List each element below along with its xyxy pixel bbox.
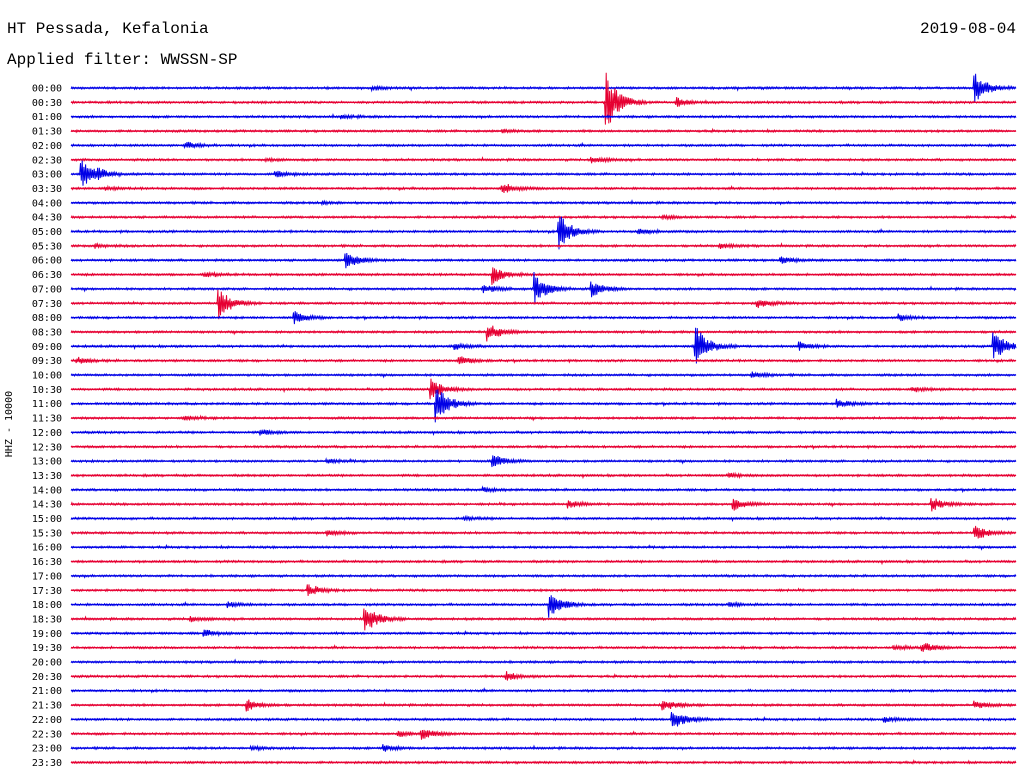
date-label: 2019-08-04 [919, 20, 1016, 38]
row-label: 09:30 [32, 356, 62, 367]
trace-line [70, 160, 1017, 186]
row-label: 21:00 [32, 686, 62, 697]
row-label: 12:30 [32, 442, 62, 453]
row-label: 15:30 [32, 528, 62, 539]
row-label: 01:30 [32, 127, 62, 138]
row-label: 03:30 [32, 184, 62, 195]
row-label: 17:00 [32, 571, 62, 582]
row-label: 16:30 [32, 557, 62, 568]
row-label: 11:30 [32, 414, 62, 425]
row-label: 08:30 [32, 327, 62, 338]
row-label: 23:00 [32, 744, 62, 755]
row-label: 00:30 [32, 98, 62, 109]
row-label: 06:00 [32, 256, 62, 267]
row-label: 14:30 [32, 500, 62, 511]
row-label: 13:30 [32, 471, 62, 482]
row-label: 18:30 [32, 614, 62, 625]
row-label: 22:00 [32, 715, 62, 726]
trace-line [70, 267, 1017, 285]
row-label: 14:00 [32, 485, 62, 496]
row-label: 10:30 [32, 385, 62, 396]
traces [70, 72, 1017, 765]
row-label: 20:00 [32, 658, 62, 669]
row-label: 01:00 [32, 112, 62, 123]
row-label: 00:00 [32, 84, 62, 95]
row-label: 07:00 [32, 284, 62, 295]
trace-line [70, 729, 1017, 740]
filter-label: Applied filter: WWSSN-SP [7, 51, 238, 69]
row-label: 09:00 [32, 342, 62, 353]
row-labels: 00:00 00:30 01:00 01:30 02:00 02:30 03:00 03:30… [32, 84, 62, 769]
row-label: 02:30 [32, 155, 62, 166]
row-label: 07:30 [32, 299, 62, 310]
row-label: 02:00 [32, 141, 62, 152]
trace-line [70, 289, 1017, 320]
row-label: 11:00 [32, 399, 62, 410]
row-label: 22:30 [32, 729, 62, 740]
row-label: 15:00 [32, 514, 62, 525]
row-label: 16:00 [32, 543, 62, 554]
row-label: 04:00 [32, 198, 62, 209]
row-label: 18:00 [32, 600, 62, 611]
row-label: 05:30 [32, 241, 62, 252]
row-label: 10:00 [32, 371, 62, 382]
row-label: 20:30 [32, 672, 62, 683]
row-label: 05:00 [32, 227, 62, 238]
row-label: 04:30 [32, 213, 62, 224]
row-label: 06:30 [32, 270, 62, 281]
row-label: 21:30 [32, 701, 62, 712]
row-label: 13:00 [32, 457, 62, 468]
row-label: 03:00 [32, 170, 62, 181]
trace-line [70, 271, 1017, 303]
trace-line [70, 595, 1017, 618]
station-title: HT Pessada, Kefalonia [7, 20, 209, 38]
row-label: 12:00 [32, 428, 62, 439]
row-label: 17:30 [32, 586, 62, 597]
row-label: 19:00 [32, 629, 62, 640]
row-label: 19:30 [32, 643, 62, 654]
row-label: 23:30 [32, 758, 62, 769]
row-label: 08:00 [32, 313, 62, 324]
trace-line [70, 325, 1017, 342]
